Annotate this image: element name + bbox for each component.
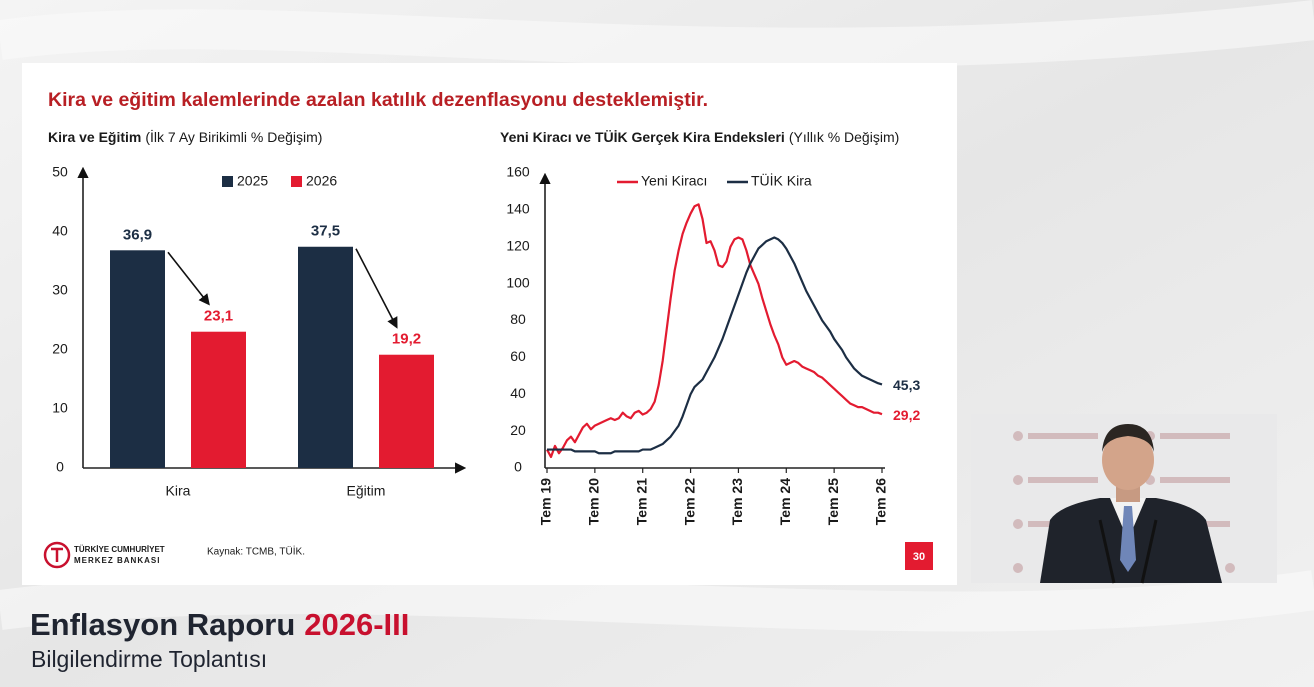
y-tick-label: 120 [506, 237, 530, 253]
x-tick-label: Tem 23 [729, 478, 745, 525]
legend-label: 2025 [237, 173, 268, 189]
value-label: 23,1 [204, 308, 233, 325]
bar [110, 250, 165, 468]
value-label: 19,2 [392, 331, 421, 348]
bar [298, 246, 353, 468]
slide [22, 63, 957, 585]
headline: Kira ve eğitim kalemlerinde azalan katıl… [48, 89, 708, 111]
y-tick-label: 30 [52, 282, 68, 298]
legend-swatch [291, 176, 302, 187]
x-tick-label: Tem 22 [681, 478, 697, 525]
speaker-hair [1102, 424, 1154, 452]
background-wave [0, 0, 1314, 632]
line-series [546, 203, 883, 459]
x-tick-label: Tem 19 [538, 478, 554, 525]
chart-subtitle: (İlk 7 Ay Birikimli % Değişim) [145, 128, 322, 145]
page-number-box [905, 542, 933, 570]
x-tick-label: Eğitim [347, 483, 386, 499]
caption-title: Enflasyon Raporu 2026-III [30, 607, 409, 642]
y-tick-label: 40 [510, 385, 526, 401]
source-note: Kaynak: TCMB, TÜİK. [207, 545, 305, 558]
y-tick-label: 80 [510, 311, 526, 327]
speaker-video [971, 414, 1277, 584]
x-tick-label: Kira [166, 483, 191, 499]
caption-title-main: Enflasyon Raporu [30, 607, 295, 642]
page-number: 30 [913, 551, 925, 563]
logo: TÜRKİYE CUMHURİYET MERKEZ BANKASI [43, 541, 165, 569]
logo-emblem [43, 541, 71, 569]
y-tick-label: 140 [506, 201, 530, 217]
microphone [1098, 519, 1158, 584]
y-tick-label: 100 [506, 274, 530, 290]
logo-text: MERKEZ BANKASI [74, 556, 160, 565]
chart-title: Kira ve Eğitim (İlk 7 Ay Birikimli % Deği… [48, 128, 322, 145]
x-tick-label: Tem 21 [633, 478, 649, 525]
legend-label: Yeni Kiracı [641, 173, 707, 189]
x-tick-label: Tem 26 [873, 478, 889, 525]
trend-arrow [355, 248, 398, 329]
caption-edition: 2026-III [304, 607, 409, 642]
chart-subtitle: (Yıllık % Değişim) [789, 129, 899, 145]
caption-subtitle: Bilgilendirme Toplantısı [31, 646, 267, 672]
chart-title: Yeni Kiracı ve TÜİK Gerçek Kira Endeksle… [500, 129, 899, 145]
value-label: 37,5 [311, 223, 340, 240]
value-label: 36,9 [123, 226, 152, 243]
bar [191, 331, 246, 468]
y-tick-label: 60 [510, 348, 526, 364]
y-tick-label: 0 [56, 459, 64, 475]
legend-label: 2026 [306, 173, 337, 189]
speaker-tie [1120, 506, 1136, 572]
value-label: 45,3 [893, 377, 920, 393]
y-tick-label: 10 [52, 400, 68, 416]
chart-title-main: Yeni Kiracı ve TÜİK Gerçek Kira Endeksle… [500, 129, 785, 145]
chart-title-main: Kira ve Eğitim [48, 129, 141, 145]
x-tick-label: Tem 25 [825, 478, 841, 525]
y-tick-label: 40 [52, 223, 68, 239]
speaker-head [1102, 430, 1154, 490]
legend-swatch [222, 176, 233, 187]
x-tick-label: Tem 24 [777, 478, 793, 525]
y-tick-label: 20 [52, 341, 68, 357]
bar [379, 354, 434, 468]
y-tick-label: 50 [52, 164, 68, 180]
logo-monogram [51, 547, 63, 562]
legend-label: TÜİK Kira [751, 172, 812, 189]
logo-text: TÜRKİYE CUMHURİYET [74, 545, 165, 554]
line-series [547, 236, 883, 455]
y-tick-label: 160 [506, 164, 530, 180]
value-label: 29,2 [893, 407, 920, 423]
x-tick-label: Tem 20 [586, 478, 602, 525]
y-tick-label: 20 [510, 422, 526, 438]
trend-arrow [167, 251, 210, 306]
y-tick-label: 0 [514, 459, 522, 475]
